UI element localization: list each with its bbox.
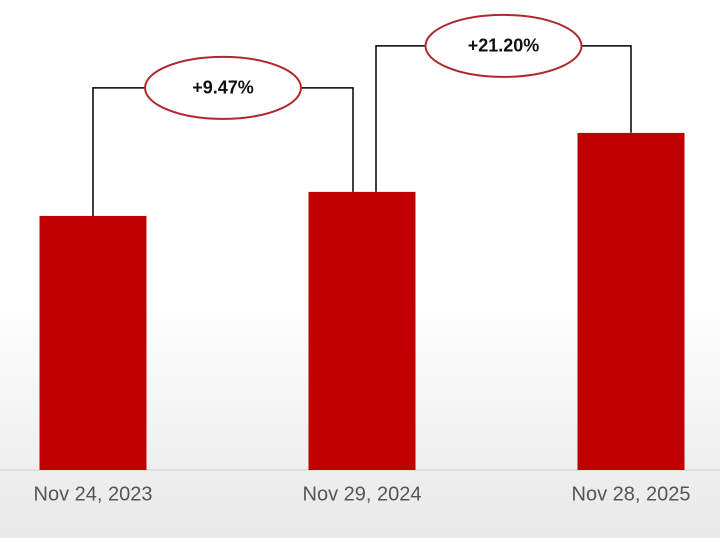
bar: [577, 132, 685, 470]
bar: [308, 191, 416, 470]
annotation-bubble: [144, 55, 302, 120]
annotation-label: +9.47%: [192, 78, 254, 98]
annotation-label: +21.20%: [468, 36, 540, 56]
x-tick-label: Nov 24, 2023: [34, 483, 153, 505]
x-tick-label: Nov 29, 2024: [303, 483, 422, 505]
x-tick-label: Nov 28, 2025: [572, 483, 691, 505]
bar: [39, 215, 147, 470]
annotation-bubble: [424, 13, 583, 78]
